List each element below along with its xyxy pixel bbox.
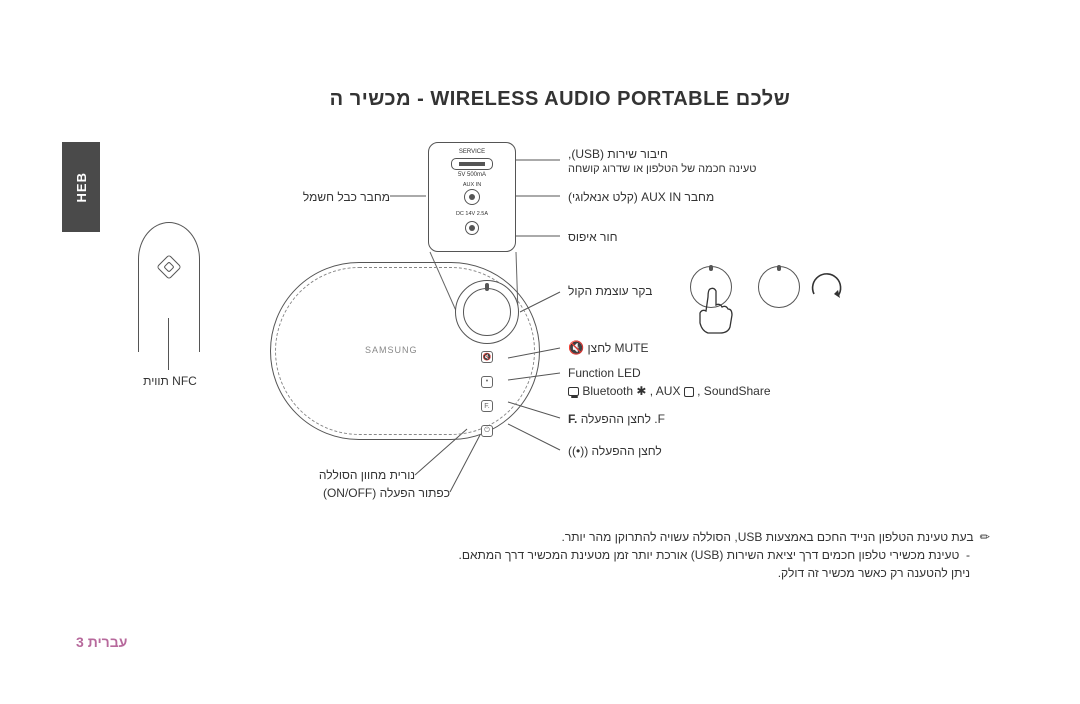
aux-label: AUX IN (429, 182, 515, 188)
note2-text: טעינת מכשירי טלפון חכמים דרך יציאת השירו… (459, 548, 960, 562)
bt-aux-text: Bluetooth ✱ , AUX (582, 384, 680, 398)
power-button-text: לחצן ההפעלה (592, 444, 662, 458)
note-line2: - טעינת מכשירי טלפון חכמים דרך יציאת השי… (110, 548, 990, 562)
mute-label: 🔇 לחצן MUTE (568, 340, 649, 356)
power-button-label: ((•)) לחצן ההפעלה (568, 444, 662, 458)
note-line1: ✎ בעת טעינת הטלפון הנייד החכם באמצעות US… (110, 530, 990, 544)
note1-text: בעת טעינת הטלפון הנייד החכם באמצעות USB,… (562, 530, 974, 544)
mute-text: לחצן MUTE (588, 341, 649, 355)
pencil-icon: ✎ (976, 528, 993, 545)
nfc-tag-shape (138, 222, 200, 352)
back-panel: SERVICE 5V 500mA AUX IN DC 14V 2.5A (428, 142, 516, 252)
diagram: תווית NFC SERVICE 5V 500mA AUX IN DC 14V… (120, 140, 1000, 530)
service-label: SERVICE (429, 149, 515, 155)
bluetooth-aux-label: Bluetooth ✱ , AUX , SoundShare (568, 384, 771, 398)
page-footer-text: עברית (88, 634, 128, 650)
dial-rotate-illustration (758, 266, 800, 308)
power-button-icon: ⏻ (481, 425, 493, 437)
usb-label: חיבור שירות (USB), (568, 147, 668, 161)
mute-button-icon: 🔇 (481, 351, 493, 363)
volume-dial-inner (463, 288, 511, 336)
nfc-label: תווית NFC (120, 374, 220, 388)
page-title: מכשיר ה - WIRELESS AUDIO PORTABLE שלכם (140, 88, 980, 111)
f-button-text: לחצן ההפעלה .F (581, 412, 665, 426)
onoff-label: כפתור הפעלה (ON/OFF) (310, 486, 450, 500)
page-footer: עברית 3 (70, 634, 127, 650)
f-button-icon: F. (481, 400, 493, 412)
nfc-leader-line (168, 318, 169, 370)
battery-led-label: נורית מחוון הסוללה (295, 468, 415, 482)
usb-port-icon (451, 158, 493, 170)
rotate-arrow-icon (808, 268, 846, 313)
f-button-label: F. לחצן ההפעלה .F (568, 412, 665, 426)
usb-sublabel: טעינה חכמה של הטלפון או שדרוג קושחה (568, 163, 756, 175)
note-line3: ניתן להטענה רק כאשר מכשיר זה דולק. (110, 566, 990, 580)
side-button-panel: 🔇 • F. ⏻ (465, 345, 509, 443)
dc-label: DC 14V 2.5A (429, 211, 515, 217)
heb-tab-label: HEB (74, 172, 89, 202)
function-led-icon: • (481, 376, 493, 388)
finger-icon (692, 287, 740, 335)
language-tab: HEB (62, 142, 100, 232)
dash-icon: - (966, 548, 970, 562)
function-led-label: Function LED (568, 366, 641, 380)
dc-port-icon (465, 221, 479, 235)
tv-icon (568, 387, 579, 396)
brand-logo: SAMSUNG (365, 345, 418, 355)
dial-indicator (485, 283, 489, 291)
aux-port-icon (464, 189, 480, 205)
usb-rating-label: 5V 500mA (429, 172, 515, 178)
page-number: 3 (76, 634, 84, 650)
soundshare-text: , SoundShare (697, 384, 770, 398)
reset-label: חור איפוס (568, 230, 617, 244)
note3-text: ניתן להטענה רק כאשר מכשיר זה דולק. (778, 566, 970, 580)
power-cable-label: מחבר כבל חשמל (250, 190, 390, 204)
notes-section: ✎ בעת טעינת הטלפון הנייד החכם באמצעות US… (110, 530, 990, 580)
aux-icon (684, 387, 694, 397)
volume-label: בקר עוצמת הקול (568, 284, 652, 298)
aux-in-label: מחבר AUX IN (קלט אנאלוגי) (568, 190, 714, 204)
